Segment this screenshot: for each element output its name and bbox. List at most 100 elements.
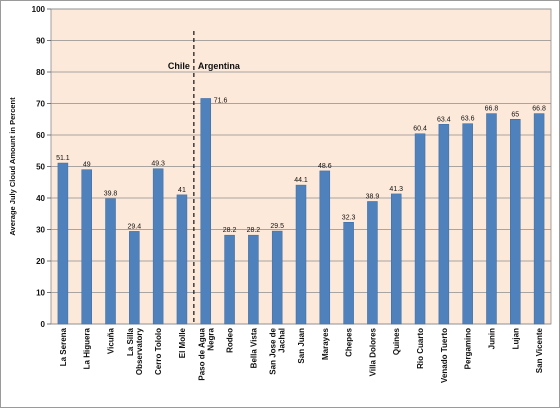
category-label: San Vicente [535,327,544,373]
category-label-line: Lujan [511,328,520,349]
data-label: 48.6 [318,163,332,170]
category-labels: La Serena La Higuera Vicuña La Silla Observa… [59,327,544,383]
chile-label: Chile [168,61,190,71]
data-label: 71.6 [214,97,228,104]
y-tick-label: 60 [36,131,45,140]
data-label: 63.6 [461,116,475,123]
bar [438,124,450,325]
y-tick-label: 40 [36,194,45,203]
y-tick-label: 30 [36,226,45,235]
category-label-line: Vicuña [107,327,116,354]
category-label-line: La Higuera [83,327,92,369]
data-label: 32.3 [342,214,356,221]
bar [224,234,235,325]
category-label-line: Quines [392,327,401,355]
category-label-line: Paso de Agua [197,327,206,380]
category-label-line: San Juan [297,328,306,364]
category-label: Pergamino [464,328,473,369]
data-label: 28.2 [247,227,261,234]
category-label: Rodeo [226,328,235,353]
bar [105,198,116,325]
y-tick-label: 50 [36,163,45,172]
category-label-line: Rio Cuarto [416,328,425,369]
bar [295,184,307,325]
data-label: 66.8 [532,106,546,113]
category-label-line: El Molle [178,327,187,358]
category-label: Villa Dolores [368,327,377,376]
data-label: 41 [178,187,186,194]
y-tick-label: 90 [36,37,45,46]
category-label: Lujan [511,328,520,349]
data-label: 60.4 [413,126,427,133]
bar [462,123,473,325]
category-label-line: San Vicente [535,327,544,373]
data-label: 51.1 [56,155,70,162]
category-label: Rio Cuarto [416,328,425,369]
data-label: 29.4 [128,223,142,230]
category-label: Cerro Tololo [154,328,163,375]
y-tick-label: 20 [36,257,45,266]
bar [533,113,545,325]
bar [486,113,497,325]
category-label: El Molle [178,327,187,358]
category-label: Quines [392,327,401,355]
bar [510,119,521,325]
data-label: 38.9 [366,193,380,200]
y-tick-label: 70 [36,100,45,109]
bar [200,98,212,325]
data-label: 49.3 [151,161,165,168]
bar [343,222,354,325]
data-label: 49 [83,162,91,169]
category-label-line: Junin [487,328,496,349]
data-label: 29.5 [270,223,284,230]
y-axis-label: Average July Cloud Amount in Percent [8,97,17,236]
category-label-line: Chepes [345,327,354,356]
category-label: Junin [487,328,496,349]
bars [57,98,545,325]
data-label: 41.3 [389,186,403,193]
y-tick-labels: 0 10 20 30 40 50 60 70 80 90 100 [32,5,46,329]
category-label-line: Jachal [278,328,287,353]
category-label-line: Venado Tuerto [440,328,449,383]
category-label: Vicuña [107,327,116,354]
bar [129,231,140,325]
category-label-line: Observatory [135,327,144,375]
bar [152,168,164,325]
bar [414,133,426,325]
y-tick-label: 10 [36,289,45,298]
y-tick-label: 80 [36,68,45,77]
category-label: San Juan [297,328,306,364]
bar [367,201,378,325]
category-label-line: Rodeo [226,328,235,353]
category-label-line: Negra [206,327,215,350]
category-label-line: Marayes [321,327,330,360]
category-label-line: Villa Dolores [368,327,377,376]
y-tick-label: 100 [32,5,46,14]
category-label: Chepes [345,327,354,356]
bar [57,162,69,325]
bar [390,193,402,325]
bar [81,169,92,325]
category-label-line: Pergamino [464,328,473,369]
category-label-line: Bella Vista [249,327,258,368]
bar [271,230,283,325]
data-label: 66.8 [485,106,499,113]
category-label: San Jose de Jachal [269,327,287,374]
category-label: La Serena [59,327,68,366]
category-label-line: La Silla [126,327,135,356]
category-label: La Silla Observatory [126,327,144,375]
y-tick-label: 0 [41,320,46,329]
bar [319,170,331,325]
data-label: 44.1 [294,177,308,184]
category-label-line: La Serena [59,327,68,366]
data-label: 39.8 [104,191,118,198]
data-label: 28.2 [223,227,237,234]
data-labels: 51.1 49 39.8 29.4 49.3 41 71.6 28.2 28.2 29.5 44.1… [56,97,546,234]
category-label: Marayes [321,327,330,360]
data-label: 65 [511,111,519,118]
category-label-line: San Jose de [269,327,278,374]
argentina-label: Argentina [198,61,241,71]
bar [176,194,188,325]
